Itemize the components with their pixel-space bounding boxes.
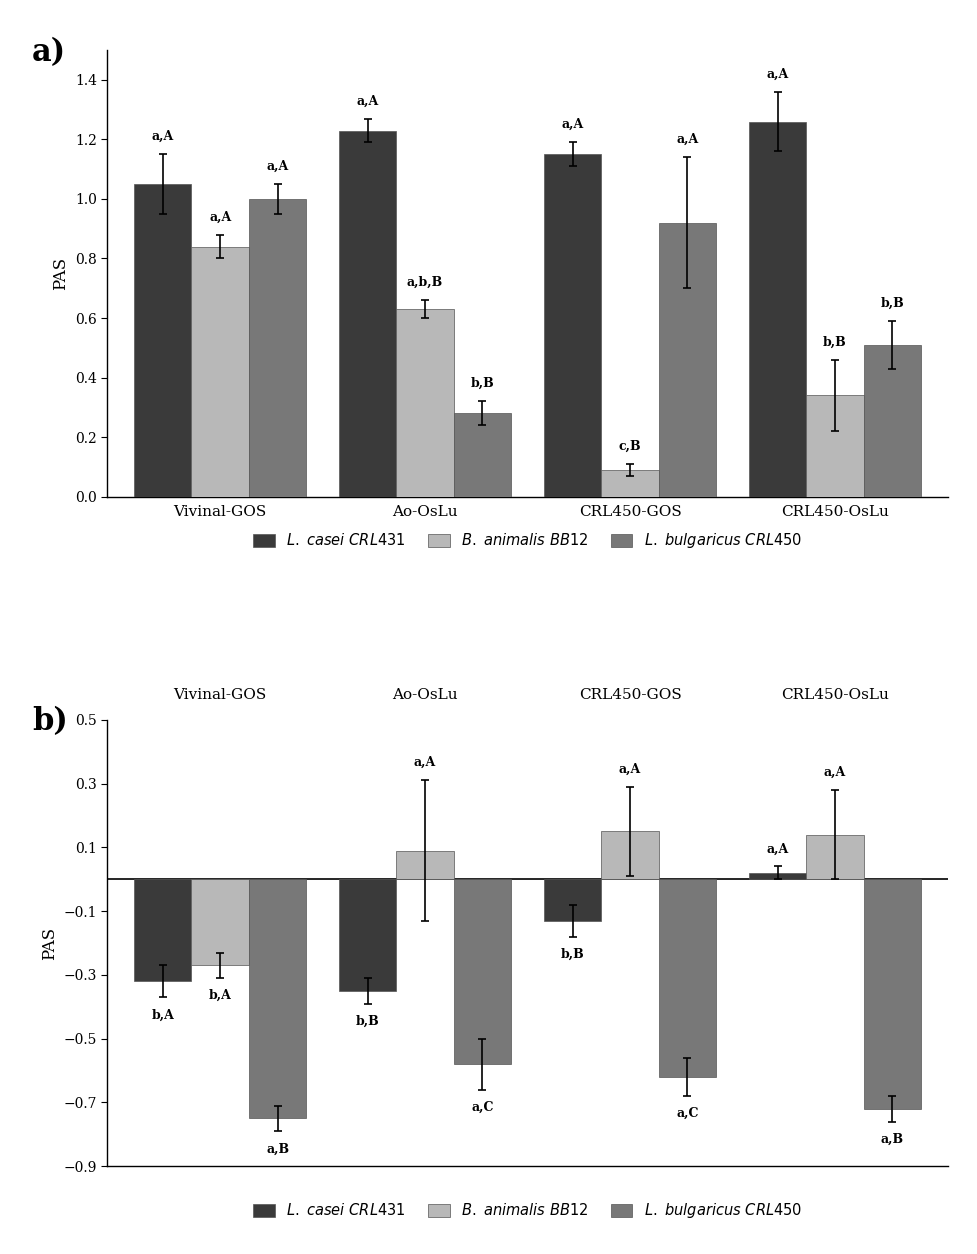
- Bar: [544, 154, 602, 497]
- Bar: [134, 184, 191, 497]
- Bar: [864, 879, 921, 1109]
- Text: b,B: b,B: [356, 1014, 380, 1028]
- Bar: [864, 345, 921, 497]
- Bar: [191, 879, 249, 966]
- Text: b): b): [32, 706, 67, 737]
- Bar: [602, 831, 658, 879]
- Text: CRL450-OsLu: CRL450-OsLu: [781, 688, 889, 702]
- Text: b,A: b,A: [151, 1008, 174, 1021]
- Legend: $\it{L.}$ $\it{casei}$ $\it{CRL431}$, $\it{B.}$ $\it{animalis}$ $\it{BB12}$, $\i: $\it{L.}$ $\it{casei}$ $\it{CRL431}$, $\…: [247, 525, 808, 557]
- Text: a,B: a,B: [881, 1132, 904, 1146]
- Text: b,B: b,B: [471, 377, 494, 390]
- Text: a,C: a,C: [676, 1107, 699, 1120]
- Text: a,A: a,A: [676, 133, 699, 147]
- Text: c,B: c,B: [618, 440, 641, 453]
- Text: a,A: a,A: [267, 161, 288, 173]
- Legend: $\it{L.}$ $\it{casei}$ $\it{CRL431}$, $\it{B.}$ $\it{animalis}$ $\it{BB12}$, $\i: $\it{L.}$ $\it{casei}$ $\it{CRL431}$, $\…: [247, 1195, 808, 1226]
- Bar: [749, 122, 806, 497]
- Bar: [339, 130, 397, 497]
- Bar: [453, 879, 511, 1065]
- Text: b,B: b,B: [561, 948, 584, 961]
- Text: a,A: a,A: [618, 762, 641, 775]
- Bar: [544, 879, 602, 920]
- Text: a,A: a,A: [562, 118, 584, 132]
- Text: b,B: b,B: [823, 336, 847, 349]
- Text: a,A: a,A: [151, 130, 174, 143]
- Text: a,A: a,A: [357, 94, 379, 108]
- Text: a,C: a,C: [471, 1101, 493, 1114]
- Bar: [249, 199, 306, 497]
- Text: b,B: b,B: [880, 297, 905, 310]
- Bar: [658, 223, 716, 497]
- Bar: [806, 835, 864, 879]
- Bar: [658, 879, 716, 1077]
- Y-axis label: PAS: PAS: [53, 257, 69, 290]
- Text: a,A: a,A: [767, 68, 788, 80]
- Text: Vivinal-GOS: Vivinal-GOS: [174, 688, 267, 702]
- Text: CRL450-GOS: CRL450-GOS: [578, 688, 681, 702]
- Text: a,A: a,A: [414, 756, 437, 769]
- Bar: [339, 879, 397, 991]
- Bar: [453, 414, 511, 497]
- Bar: [397, 308, 453, 497]
- Y-axis label: PAS: PAS: [41, 927, 58, 959]
- Bar: [749, 873, 806, 879]
- Bar: [249, 879, 306, 1119]
- Text: a,A: a,A: [767, 843, 788, 855]
- Text: a,b,B: a,b,B: [407, 276, 444, 288]
- Text: a,B: a,B: [266, 1142, 289, 1155]
- Text: Ao-OsLu: Ao-OsLu: [393, 688, 458, 702]
- Text: a,A: a,A: [209, 211, 232, 223]
- Text: a): a): [32, 36, 66, 68]
- Bar: [397, 850, 453, 879]
- Text: b,A: b,A: [209, 989, 232, 1002]
- Bar: [134, 879, 191, 982]
- Text: a,A: a,A: [824, 766, 846, 779]
- Bar: [806, 395, 864, 497]
- Bar: [602, 470, 658, 497]
- Bar: [191, 247, 249, 497]
